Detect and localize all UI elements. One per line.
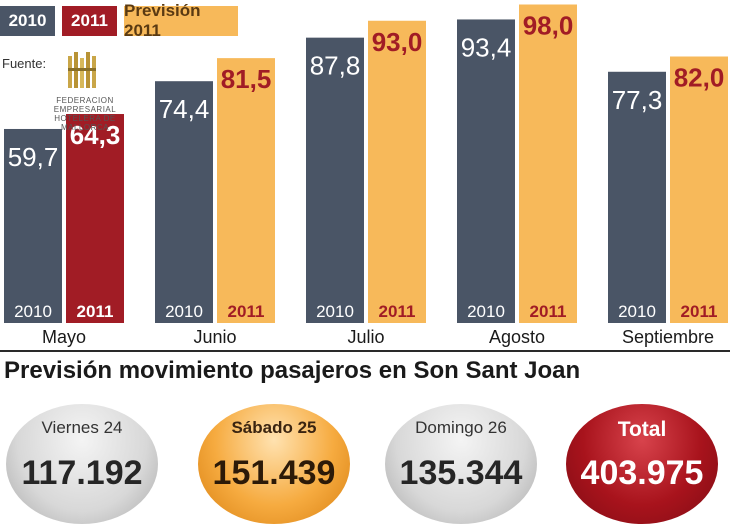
value-label-2011-agosto: 98,0 bbox=[523, 11, 574, 41]
value-label-2010-septiembre: 77,3 bbox=[612, 85, 663, 115]
value-label-2011-junio: 81,5 bbox=[221, 64, 272, 94]
value-label-2011-julio: 93,0 bbox=[372, 27, 423, 57]
value-label-2010-agosto: 93,4 bbox=[461, 32, 512, 62]
value-label-2011-mayo: 64,3 bbox=[70, 120, 121, 150]
source-label: Fuente: bbox=[2, 56, 47, 71]
bar-2011-junio bbox=[217, 58, 275, 323]
legend-forecast-2011: Previsión 2011 bbox=[124, 1, 238, 40]
passengers-saturday: Sábado 25 151.439 bbox=[198, 404, 350, 524]
bar-bottom-2011-junio: 2011 bbox=[228, 302, 265, 321]
bar-bottom-2010-mayo: 2010 bbox=[14, 302, 52, 321]
category-label-junio: Junio bbox=[193, 327, 236, 347]
section-divider bbox=[0, 350, 730, 352]
value-label-2010-julio: 87,8 bbox=[310, 51, 361, 81]
bar-bottom-2010-agosto: 2010 bbox=[467, 302, 505, 321]
bar-2010-junio bbox=[155, 81, 213, 323]
category-label-julio: Julio bbox=[347, 327, 384, 347]
bar-bottom-2010-julio: 2010 bbox=[316, 302, 354, 321]
day-value: 117.192 bbox=[21, 454, 143, 492]
value-label-2011-septiembre: 82,0 bbox=[674, 63, 725, 93]
day-value: 135.344 bbox=[399, 454, 523, 492]
passengers-friday: Viernes 24 117.192 bbox=[6, 404, 158, 524]
bar-2011-mayo bbox=[66, 114, 124, 324]
day-label: Viernes 24 bbox=[41, 418, 123, 437]
category-label-septiembre: Septiembre bbox=[622, 327, 714, 347]
bar-2011-julio bbox=[368, 20, 426, 323]
passengers-sunday: Domingo 26 135.344 bbox=[385, 404, 537, 524]
legend-2011: 2011 bbox=[62, 6, 117, 36]
bar-2010-septiembre bbox=[608, 71, 666, 324]
day-value: 151.439 bbox=[212, 454, 336, 492]
category-label-mayo: Mayo bbox=[42, 327, 86, 347]
occupancy-bar-chart: 59,7 64,3 2010 2011 Mayo 74,4 81,5 2010 2011 Juni… bbox=[4, 4, 728, 347]
category-label-agosto: Agosto bbox=[489, 327, 545, 347]
bar-bottom-2011-agosto: 2011 bbox=[530, 302, 567, 321]
passengers-title: Previsión movimiento pasajeros en Son Sa… bbox=[4, 357, 581, 384]
bar-2011-septiembre bbox=[670, 56, 728, 323]
passengers-total: Total 403.975 bbox=[566, 404, 718, 524]
bar-2010-mayo bbox=[4, 128, 62, 323]
day-value: 403.975 bbox=[580, 454, 704, 492]
bar-2010-agosto bbox=[457, 19, 515, 323]
legend-2010: 2010 bbox=[0, 6, 55, 36]
day-label: Total bbox=[617, 418, 667, 441]
value-label-2010-junio: 74,4 bbox=[159, 94, 210, 124]
bar-2011-agosto bbox=[519, 4, 577, 323]
fehm-org-name: FEDERACION EMPRESARIAL HOTELERA DE MALLO… bbox=[53, 96, 117, 132]
bar-bottom-2010-junio: 2010 bbox=[165, 302, 203, 321]
fehm-logo-icon bbox=[68, 52, 96, 88]
bar-bottom-2011-julio: 2011 bbox=[379, 302, 416, 321]
bar-bottom-2011-mayo: 2011 bbox=[77, 302, 114, 321]
bar-bottom-2010-septiembre: 2010 bbox=[618, 302, 656, 321]
value-label-2010-mayo: 59,7 bbox=[8, 142, 59, 172]
day-label: Domingo 26 bbox=[415, 418, 507, 437]
bar-bottom-2011-septiembre: 2011 bbox=[681, 302, 718, 321]
bar-2010-julio bbox=[306, 37, 364, 324]
day-label: Sábado 25 bbox=[231, 418, 317, 437]
